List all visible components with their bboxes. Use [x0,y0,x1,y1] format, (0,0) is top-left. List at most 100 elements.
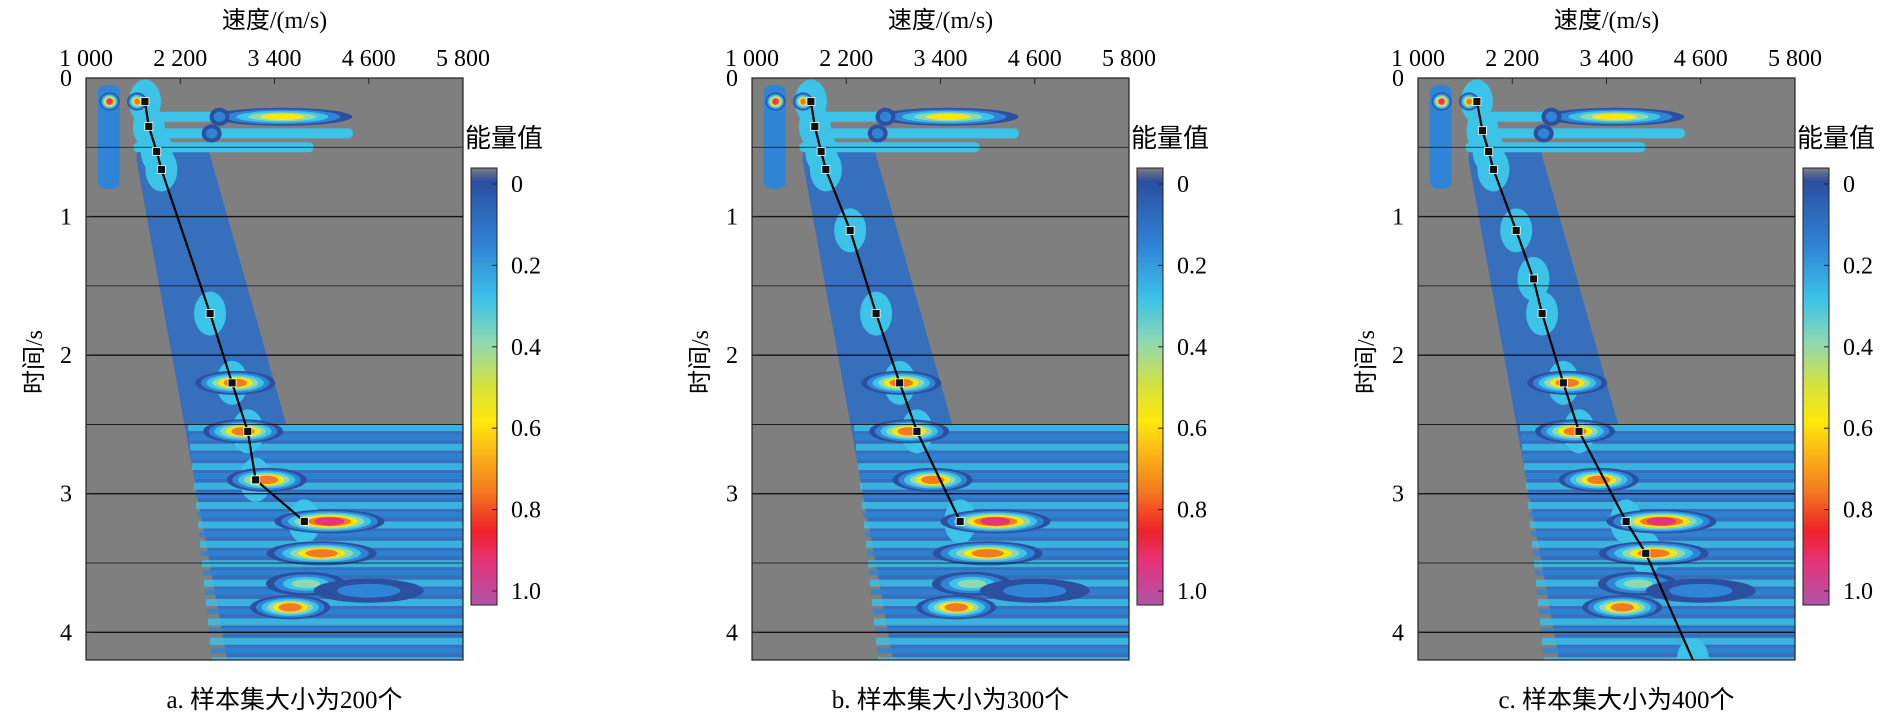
energy-blob [1591,113,1637,120]
y-tick-label: 4 [1392,620,1404,646]
picked-velocity-point [895,378,905,388]
panel-a: 1 000 2 200 3 400 4 600 5 800 速度/(m/s) 0 1 2 3 4 时间… [21,7,543,714]
energy-band [858,463,1129,471]
energy-band [862,502,1129,509]
energy-band [193,472,463,479]
energy-blob [925,113,971,120]
y-tick-label: 1 [726,205,738,231]
energy-band [1527,492,1795,499]
colorbar-title: 能量值 [1797,124,1875,153]
x-tick-label: 5 800 [1102,46,1156,72]
energy-blob [1003,583,1067,598]
colorbar-tick-label: 0.8 [1843,498,1873,524]
energy-blob [971,549,1004,558]
energy-band [210,647,463,654]
energy-band [857,453,1129,460]
energy-blob [1669,583,1733,598]
picked-velocity-point [1484,147,1494,156]
picked-velocity-point [140,97,150,106]
energy-band [1526,482,1795,490]
colorbar-tick-label: 0.8 [511,498,541,524]
y-axis-title: 时间/s [1353,330,1380,394]
picked-velocity-point [912,426,922,436]
energy-blob [980,517,1011,526]
energy-blob [879,111,892,122]
energy-band [855,434,1129,441]
energy-streak [810,128,1020,139]
y-tick-label: 0 [60,66,72,92]
panel-b: 1 000 2 200 3 400 4 600 5 800 速度/(m/s) 0 1 2 3 4 时间… [687,7,1209,714]
picked-velocity-point [1529,274,1538,284]
energy-band [1525,472,1795,479]
picked-velocity-point [821,165,831,174]
energy-blob [205,128,218,139]
energy-band [1540,628,1795,634]
colorbar [1802,167,1830,606]
energy-band [867,560,1129,568]
energy-band [1533,560,1795,568]
picked-velocity-point [1478,126,1487,136]
colorbar-title: 能量值 [1131,124,1209,153]
picked-velocity-point [205,309,215,318]
x-tick-label: 5 800 [1768,46,1822,72]
energy-band [199,540,463,548]
colorbar [470,167,498,606]
picked-velocity-point [1472,97,1482,106]
colorbar-title: 能量值 [465,124,543,153]
energy-band [1520,424,1795,432]
energy-blob [1623,579,1653,589]
energy-blob [1466,98,1472,105]
picked-velocity-point [144,122,154,131]
energy-band [864,531,1129,537]
panel-caption: c. 样本集大小为400个 [1498,686,1734,714]
colorbar-tick-label: 0 [1177,172,1189,198]
y-tick-label: 0 [726,66,738,92]
colorbar [1136,167,1164,606]
y-tick-label: 4 [726,620,738,646]
picked-velocity-point [955,517,965,526]
picked-velocity-point [156,165,166,174]
picked-velocity-point [810,122,820,131]
energy-blob [957,579,987,589]
x-tick-label: 3 400 [1580,46,1634,72]
colorbar-tick-label: 0.2 [511,253,541,279]
y-tick-label: 2 [60,343,72,369]
energy-blob [1646,517,1677,526]
x-tick-label: 2 200 [819,46,873,72]
colorbar-tick-label: 0.4 [511,335,541,361]
energy-band [1528,502,1795,509]
energy-blob [1537,128,1550,139]
x-tick-label: 4 600 [342,46,396,72]
x-tick-label: 1 000 [1391,46,1445,72]
y-tick-label: 1 [60,205,72,231]
energy-band [1541,637,1795,645]
x-tick-label: 3 400 [248,46,302,72]
energy-band [856,443,1129,451]
colorbar-tick-label: 0.6 [1843,416,1873,442]
energy-band [1522,443,1795,451]
energy-blob [944,603,968,612]
energy-blob [337,583,401,598]
colorbar-tick-label: 0.2 [1843,253,1873,279]
energy-band [208,628,463,634]
energy-band [859,472,1129,479]
colorbar-tick-label: 0.6 [511,416,541,442]
picked-velocity-point [845,226,855,235]
colorbar-tick-label: 0.8 [1177,498,1207,524]
energy-blob [772,98,779,105]
energy-band [209,637,463,645]
y-axis-title: 时间/s [21,330,48,394]
y-tick-label: 0 [1392,66,1404,92]
picked-velocity-point [1558,378,1568,388]
energy-blob [291,579,321,589]
energy-band [211,657,463,660]
x-tick-label: 1 000 [725,46,779,72]
picked-velocity-point [152,147,162,156]
energy-band [191,453,463,460]
energy-band [868,569,1129,576]
picked-velocity-point [299,517,309,526]
colorbar-tick-label: 0 [1843,172,1855,198]
energy-band [202,569,463,576]
energy-band [874,628,1129,634]
